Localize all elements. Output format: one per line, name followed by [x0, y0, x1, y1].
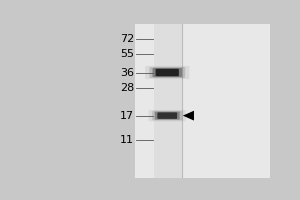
FancyBboxPatch shape	[145, 66, 189, 79]
FancyBboxPatch shape	[158, 112, 177, 119]
Text: 36: 36	[120, 68, 134, 78]
Text: 17: 17	[120, 111, 134, 121]
Bar	[154, 24, 182, 178]
FancyBboxPatch shape	[156, 69, 179, 76]
Text: 28: 28	[120, 83, 134, 93]
Text: 55: 55	[120, 49, 134, 59]
Polygon shape	[183, 111, 194, 121]
Bar	[135, 24, 270, 178]
FancyBboxPatch shape	[152, 68, 182, 77]
FancyBboxPatch shape	[149, 67, 185, 78]
Text: 11: 11	[120, 135, 134, 145]
FancyBboxPatch shape	[152, 111, 182, 120]
FancyBboxPatch shape	[148, 110, 186, 121]
Text: 72: 72	[120, 34, 134, 44]
FancyBboxPatch shape	[155, 112, 180, 120]
